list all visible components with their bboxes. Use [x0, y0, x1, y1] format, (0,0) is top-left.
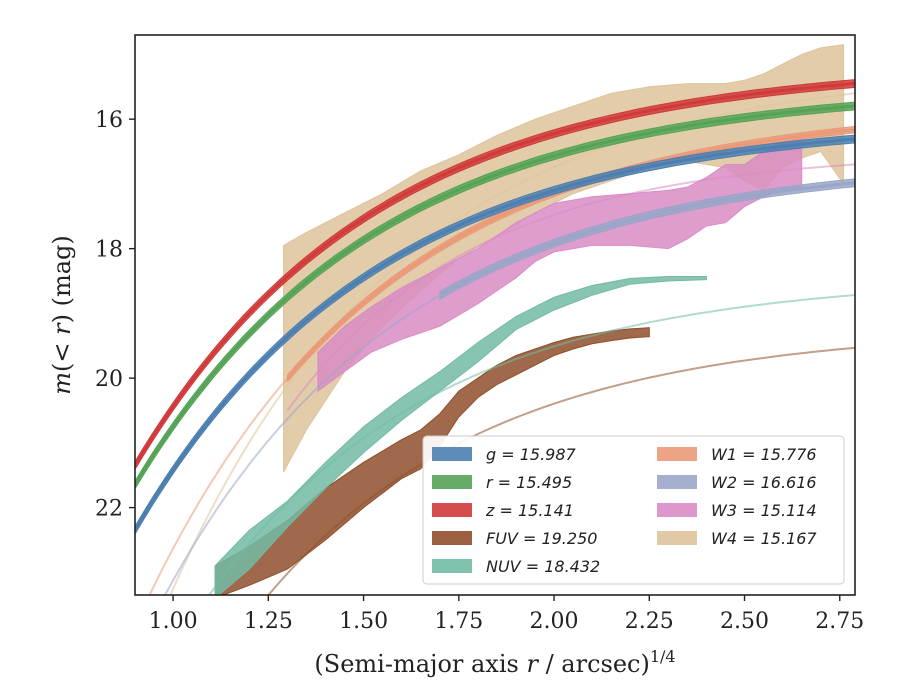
x-tick-label: 1.50: [339, 609, 388, 634]
series-fuv-band: [214, 327, 650, 595]
legend-swatch-nuv: [432, 559, 472, 573]
plot-content: [135, 44, 855, 595]
x-tick-label: 2.25: [625, 609, 674, 634]
legend-label-w4: W4 = 15.167: [711, 529, 817, 548]
legend-label-g: g = 15.987: [486, 445, 577, 464]
x-axis-label: (Semi-major axis r / arcsec)1/4: [314, 647, 675, 678]
legend-label-w3: W3 = 15.114: [711, 501, 817, 520]
series-z-line: [135, 82, 855, 467]
x-tick-label: 1.25: [244, 609, 293, 634]
series-w2-band: [439, 178, 855, 301]
plot-frame: [134, 34, 856, 596]
x-tick-label: 1.00: [149, 609, 198, 634]
legend-swatch-w3: [657, 503, 697, 517]
axes: 1.00 1.25 1.50 1.75 2.00 2.25 2.50 2.75 16 18 20 22: [95, 34, 864, 634]
y-axis-label: m(< r) (mag): [48, 235, 76, 395]
series-w4-band: [283, 44, 845, 473]
legend-swatch-fuv: [432, 531, 472, 545]
series-z-band: [135, 79, 855, 471]
x-tick-label: 1.75: [434, 609, 483, 634]
x-tick-label: 2.75: [815, 609, 864, 634]
legend-label-nuv: NUV = 18.432: [486, 557, 600, 576]
y-tick-label: 18: [95, 238, 123, 263]
legend-swatch-r: [432, 475, 472, 489]
legend: g = 15.987 r = 15.495 z = 15.141 FUV = 19.2…: [422, 435, 845, 585]
y-tick-label: 16: [95, 108, 123, 133]
series-fuv-model-line: [267, 346, 855, 595]
x-tick-label: 2.50: [720, 609, 769, 634]
series-nuv-band: [214, 276, 707, 595]
series-r-line: [135, 104, 855, 486]
legend-box: [422, 435, 845, 585]
series-r-band: [135, 101, 855, 490]
legend-label-r: r = 15.495: [486, 473, 572, 492]
legend-label-w1: W1 = 15.776: [711, 445, 817, 464]
legend-swatch-w1: [657, 447, 697, 461]
series-g-band: [135, 134, 855, 536]
legend-swatch-z: [432, 503, 472, 517]
legend-label-fuv: FUV = 19.250: [486, 529, 597, 548]
x-tick-label: 2.00: [530, 609, 579, 634]
series-w1-band: [286, 125, 855, 383]
y-tick-label: 22: [95, 497, 123, 522]
series-g-line: [135, 137, 855, 532]
series-w2-line: [439, 181, 855, 297]
legend-swatch-w4: [657, 531, 697, 545]
legend-swatch-w2: [657, 475, 697, 489]
y-tick-label: 20: [95, 367, 123, 392]
legend-label-z: z = 15.141: [485, 501, 574, 520]
legend-swatch-g: [432, 447, 472, 461]
legend-label-w2: W2 = 16.616: [711, 473, 817, 492]
